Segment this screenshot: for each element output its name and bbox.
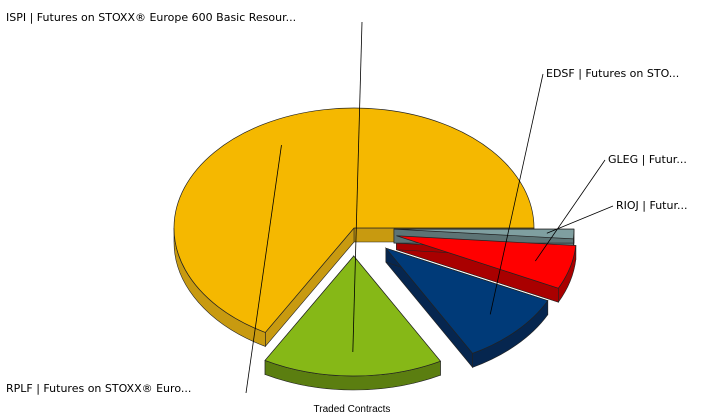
chart-title: Traded Contracts [314,404,391,415]
slice-label-edsf: EDSF | Futures on STO... [546,67,679,80]
label-leaders [245,21,614,394]
slice-label-rplf: RPLF | Futures on STOXX® Euro... [6,382,191,395]
slice-label-gleg: GLEG | Futur... [608,153,687,166]
slice-ispi [264,255,442,377]
slice-rplf [173,107,535,333]
pie-tops [173,107,577,377]
leader-line-gleg [535,159,606,262]
slice-gleg [396,235,577,289]
slice-edsf [384,247,549,354]
slice-label-rioj: RIOJ | Futur... [616,199,687,212]
leader-line-rioj [546,205,614,234]
leader-line-ispi [352,21,363,353]
leader-line-rplf [245,145,282,394]
slice-label-ispi: ISPI | Futures on STOXX® Europe 600 Basi… [6,11,296,24]
slice-rioj [393,228,575,240]
leader-line-edsf [489,73,544,315]
